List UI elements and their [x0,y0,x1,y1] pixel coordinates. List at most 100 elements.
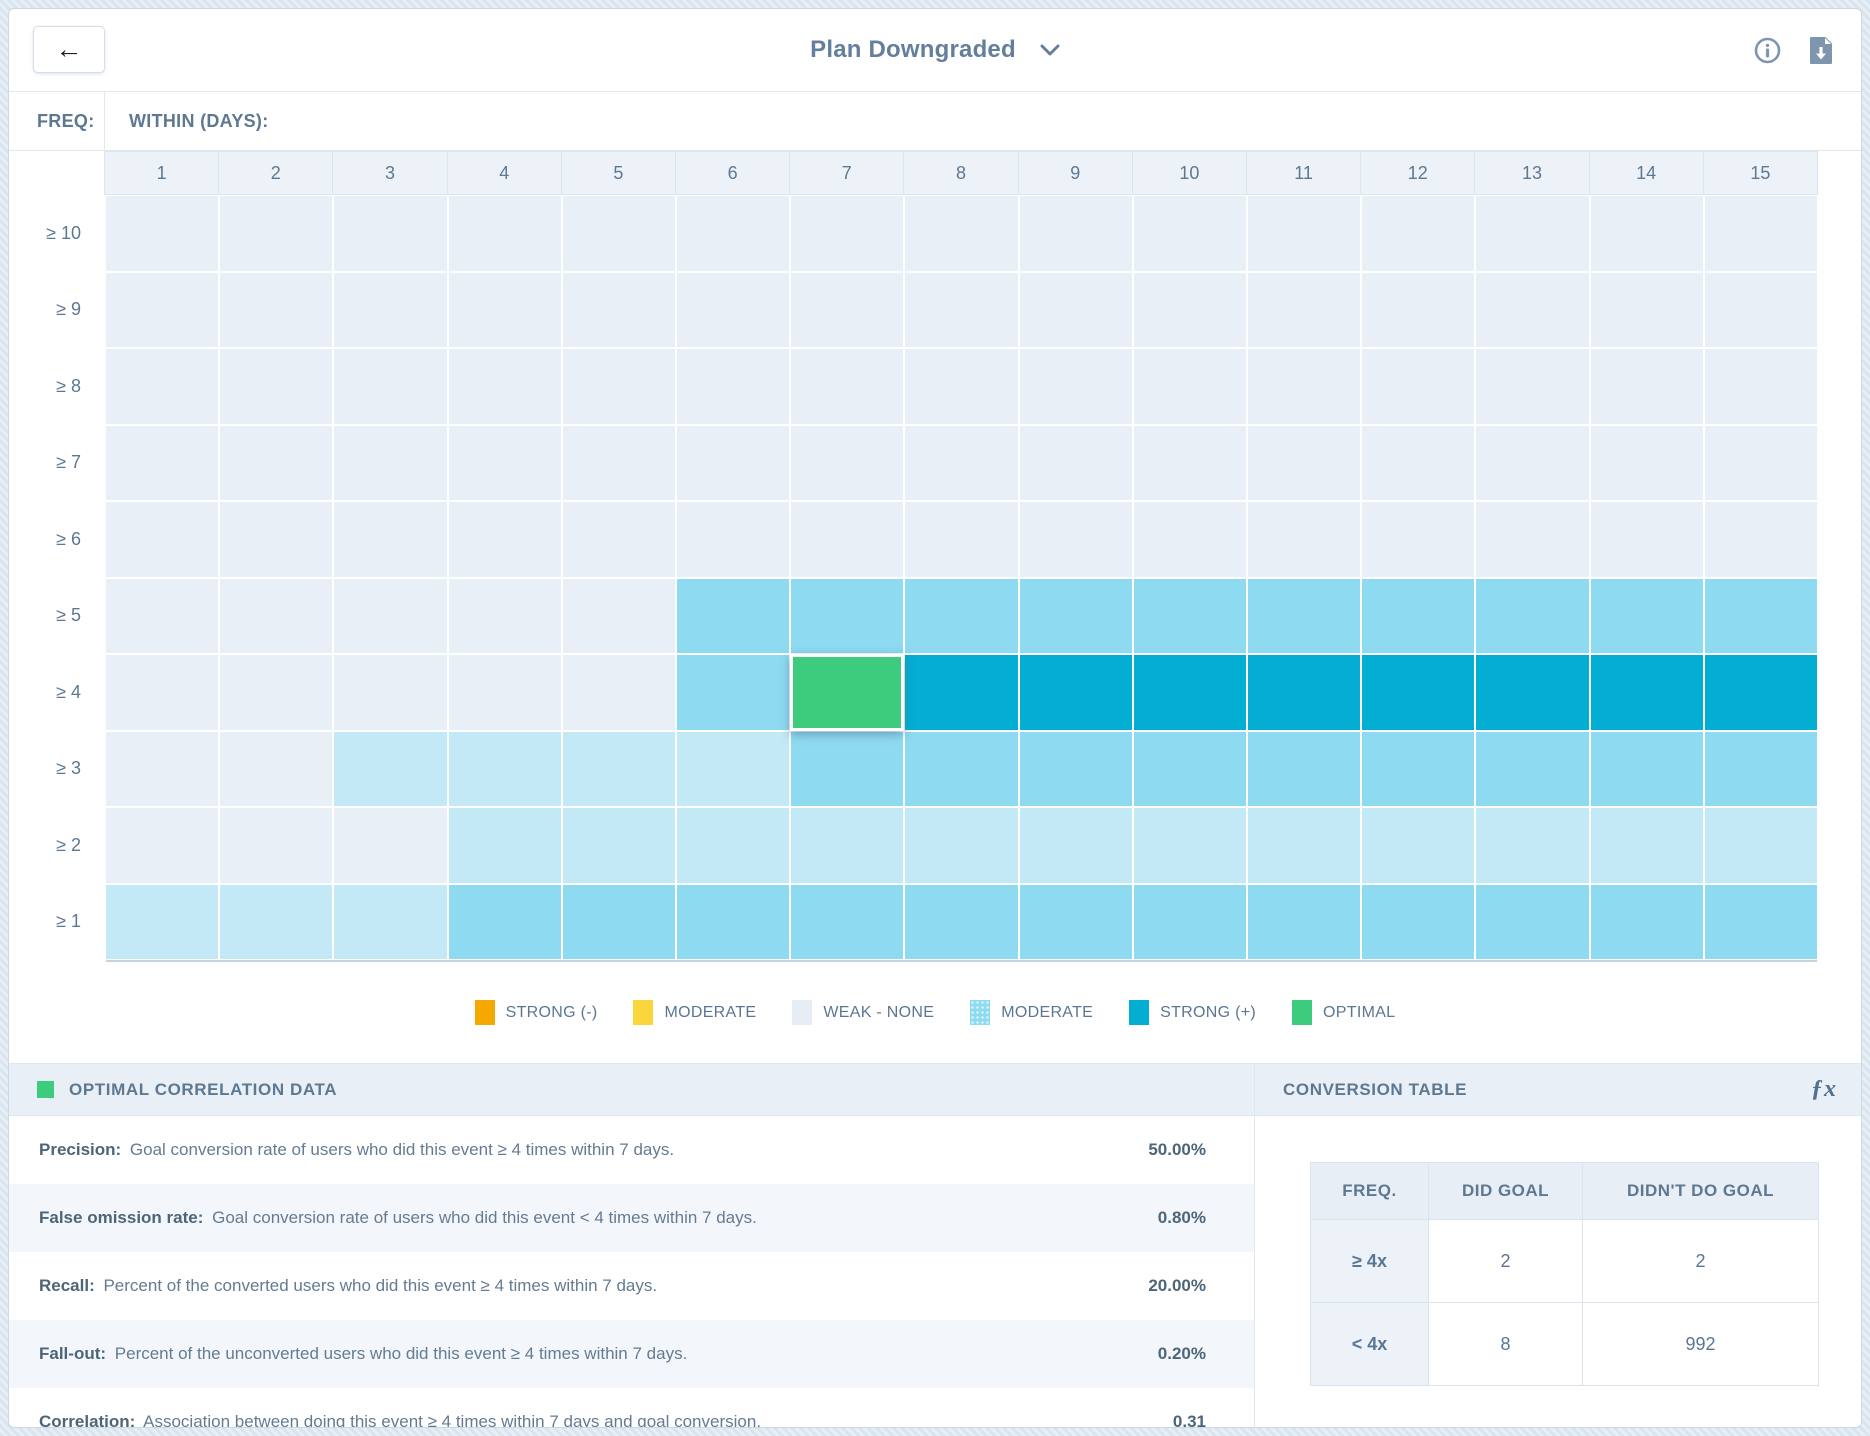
heatmap-cell-moderate[interactable] [1475,577,1590,654]
heatmap-cell-weak[interactable] [105,654,220,731]
heatmap-cell-weak[interactable] [1246,271,1362,348]
heatmap-cell-weak[interactable] [105,730,220,807]
heatmap-cell-weak[interactable] [790,348,905,425]
heatmap-cell-weak[interactable] [105,348,220,425]
heatmap-cell-weak[interactable] [105,577,220,654]
heatmap-cell-weak[interactable] [219,730,334,807]
heatmap-cell-weak[interactable] [219,424,334,501]
heatmap-cell-weak[interactable] [333,424,448,501]
heatmap-cell-weak[interactable] [333,348,448,425]
heatmap-cell-light[interactable] [333,730,448,807]
heatmap-cell-weak[interactable] [1132,424,1247,501]
heatmap-cell-weak[interactable] [561,348,676,425]
heatmap-cell-weak[interactable] [675,424,791,501]
heatmap-cell-moderate[interactable] [675,883,791,960]
heatmap-cell-weak[interactable] [561,654,676,731]
heatmap-cell-weak[interactable] [219,348,334,425]
heatmap-cell-weak[interactable] [105,424,220,501]
heatmap-cell-weak[interactable] [1475,424,1590,501]
heatmap-cell-moderate[interactable] [1018,730,1133,807]
heatmap-cell-weak[interactable] [1018,348,1133,425]
heatmap-cell-weak[interactable] [1589,424,1704,501]
heatmap-cell-weak[interactable] [219,577,334,654]
heatmap-cell-weak[interactable] [1589,195,1704,272]
heatmap-cell-moderate[interactable] [561,883,676,960]
info-icon[interactable] [1754,37,1781,64]
heatmap-cell-moderate[interactable] [1246,883,1362,960]
heatmap-cell-weak[interactable] [561,195,676,272]
heatmap-cell-moderate[interactable] [1132,730,1247,807]
heatmap-cell-weak[interactable] [333,807,448,884]
heatmap-cell-weak[interactable] [1475,501,1590,578]
heatmap-cell-weak[interactable] [447,271,562,348]
heatmap-cell-weak[interactable] [561,424,676,501]
heatmap-cell-strong[interactable] [1475,654,1590,731]
heatmap-cell-moderate[interactable] [1132,883,1247,960]
heatmap-cell-weak[interactable] [561,577,676,654]
heatmap-cell-weak[interactable] [219,271,334,348]
heatmap-cell-weak[interactable] [561,271,676,348]
heatmap-cell-moderate[interactable] [1246,577,1362,654]
heatmap-cell-weak[interactable] [105,501,220,578]
heatmap-cell-light[interactable] [1361,807,1476,884]
heatmap-cell-weak[interactable] [790,424,905,501]
heatmap-cell-light[interactable] [447,807,562,884]
heatmap-cell-weak[interactable] [1475,348,1590,425]
heatmap-cell-light[interactable] [1018,807,1133,884]
heatmap-cell-light[interactable] [1703,807,1818,884]
heatmap-cell-light[interactable] [675,807,791,884]
heatmap-cell-light[interactable] [561,807,676,884]
heatmap-cell-moderate[interactable] [1589,577,1704,654]
heatmap-cell-weak[interactable] [1132,195,1247,272]
heatmap-cell-weak[interactable] [1475,195,1590,272]
heatmap-cell-moderate[interactable] [1132,577,1247,654]
heatmap-cell-weak[interactable] [447,654,562,731]
heatmap-cell-weak[interactable] [333,195,448,272]
heatmap-cell-weak[interactable] [904,271,1019,348]
heatmap-cell-weak[interactable] [219,501,334,578]
heatmap-cell-light[interactable] [675,730,791,807]
heatmap-cell-weak[interactable] [1589,501,1704,578]
heatmap-cell-moderate[interactable] [790,730,905,807]
heatmap-cell-light[interactable] [1246,807,1362,884]
heatmap-cell-strong[interactable] [1703,654,1818,731]
heatmap-cell-moderate[interactable] [1361,577,1476,654]
heatmap-cell-weak[interactable] [1361,271,1476,348]
heatmap-cell-weak[interactable] [447,501,562,578]
heatmap-cell-strong[interactable] [1589,654,1704,731]
heatmap-cell-moderate[interactable] [1703,883,1818,960]
heatmap-cell-light[interactable] [790,807,905,884]
heatmap-cell-moderate[interactable] [1018,883,1133,960]
heatmap-cell-moderate[interactable] [675,577,791,654]
heatmap-cell-weak[interactable] [561,501,676,578]
heatmap-cell-moderate[interactable] [904,577,1019,654]
heatmap-cell-moderate[interactable] [1703,730,1818,807]
heatmap-cell-light[interactable] [333,883,448,960]
heatmap-cell-weak[interactable] [1018,195,1133,272]
heatmap-cell-optimal[interactable] [790,654,905,731]
heatmap-cell-weak[interactable] [1132,348,1247,425]
heatmap-cell-weak[interactable] [675,195,791,272]
heatmap-cell-moderate[interactable] [1246,730,1362,807]
heatmap-cell-weak[interactable] [675,348,791,425]
heatmap-cell-moderate[interactable] [904,730,1019,807]
heatmap-cell-weak[interactable] [447,577,562,654]
heatmap-cell-light[interactable] [447,730,562,807]
heatmap-cell-moderate[interactable] [447,883,562,960]
heatmap-cell-moderate[interactable] [1589,883,1704,960]
heatmap-cell-weak[interactable] [1361,424,1476,501]
heatmap-cell-weak[interactable] [219,195,334,272]
heatmap-cell-light[interactable] [561,730,676,807]
heatmap-cell-light[interactable] [1132,807,1247,884]
heatmap-cell-weak[interactable] [1703,501,1818,578]
download-icon[interactable] [1809,36,1833,65]
heatmap-cell-weak[interactable] [1246,424,1362,501]
heatmap-cell-weak[interactable] [447,195,562,272]
heatmap-cell-strong[interactable] [1132,654,1247,731]
heatmap-cell-strong[interactable] [1018,654,1133,731]
heatmap-cell-light[interactable] [219,883,334,960]
heatmap-cell-moderate[interactable] [1475,883,1590,960]
heatmap-cell-weak[interactable] [1703,348,1818,425]
heatmap-cell-weak[interactable] [675,501,791,578]
heatmap-cell-weak[interactable] [1132,501,1247,578]
